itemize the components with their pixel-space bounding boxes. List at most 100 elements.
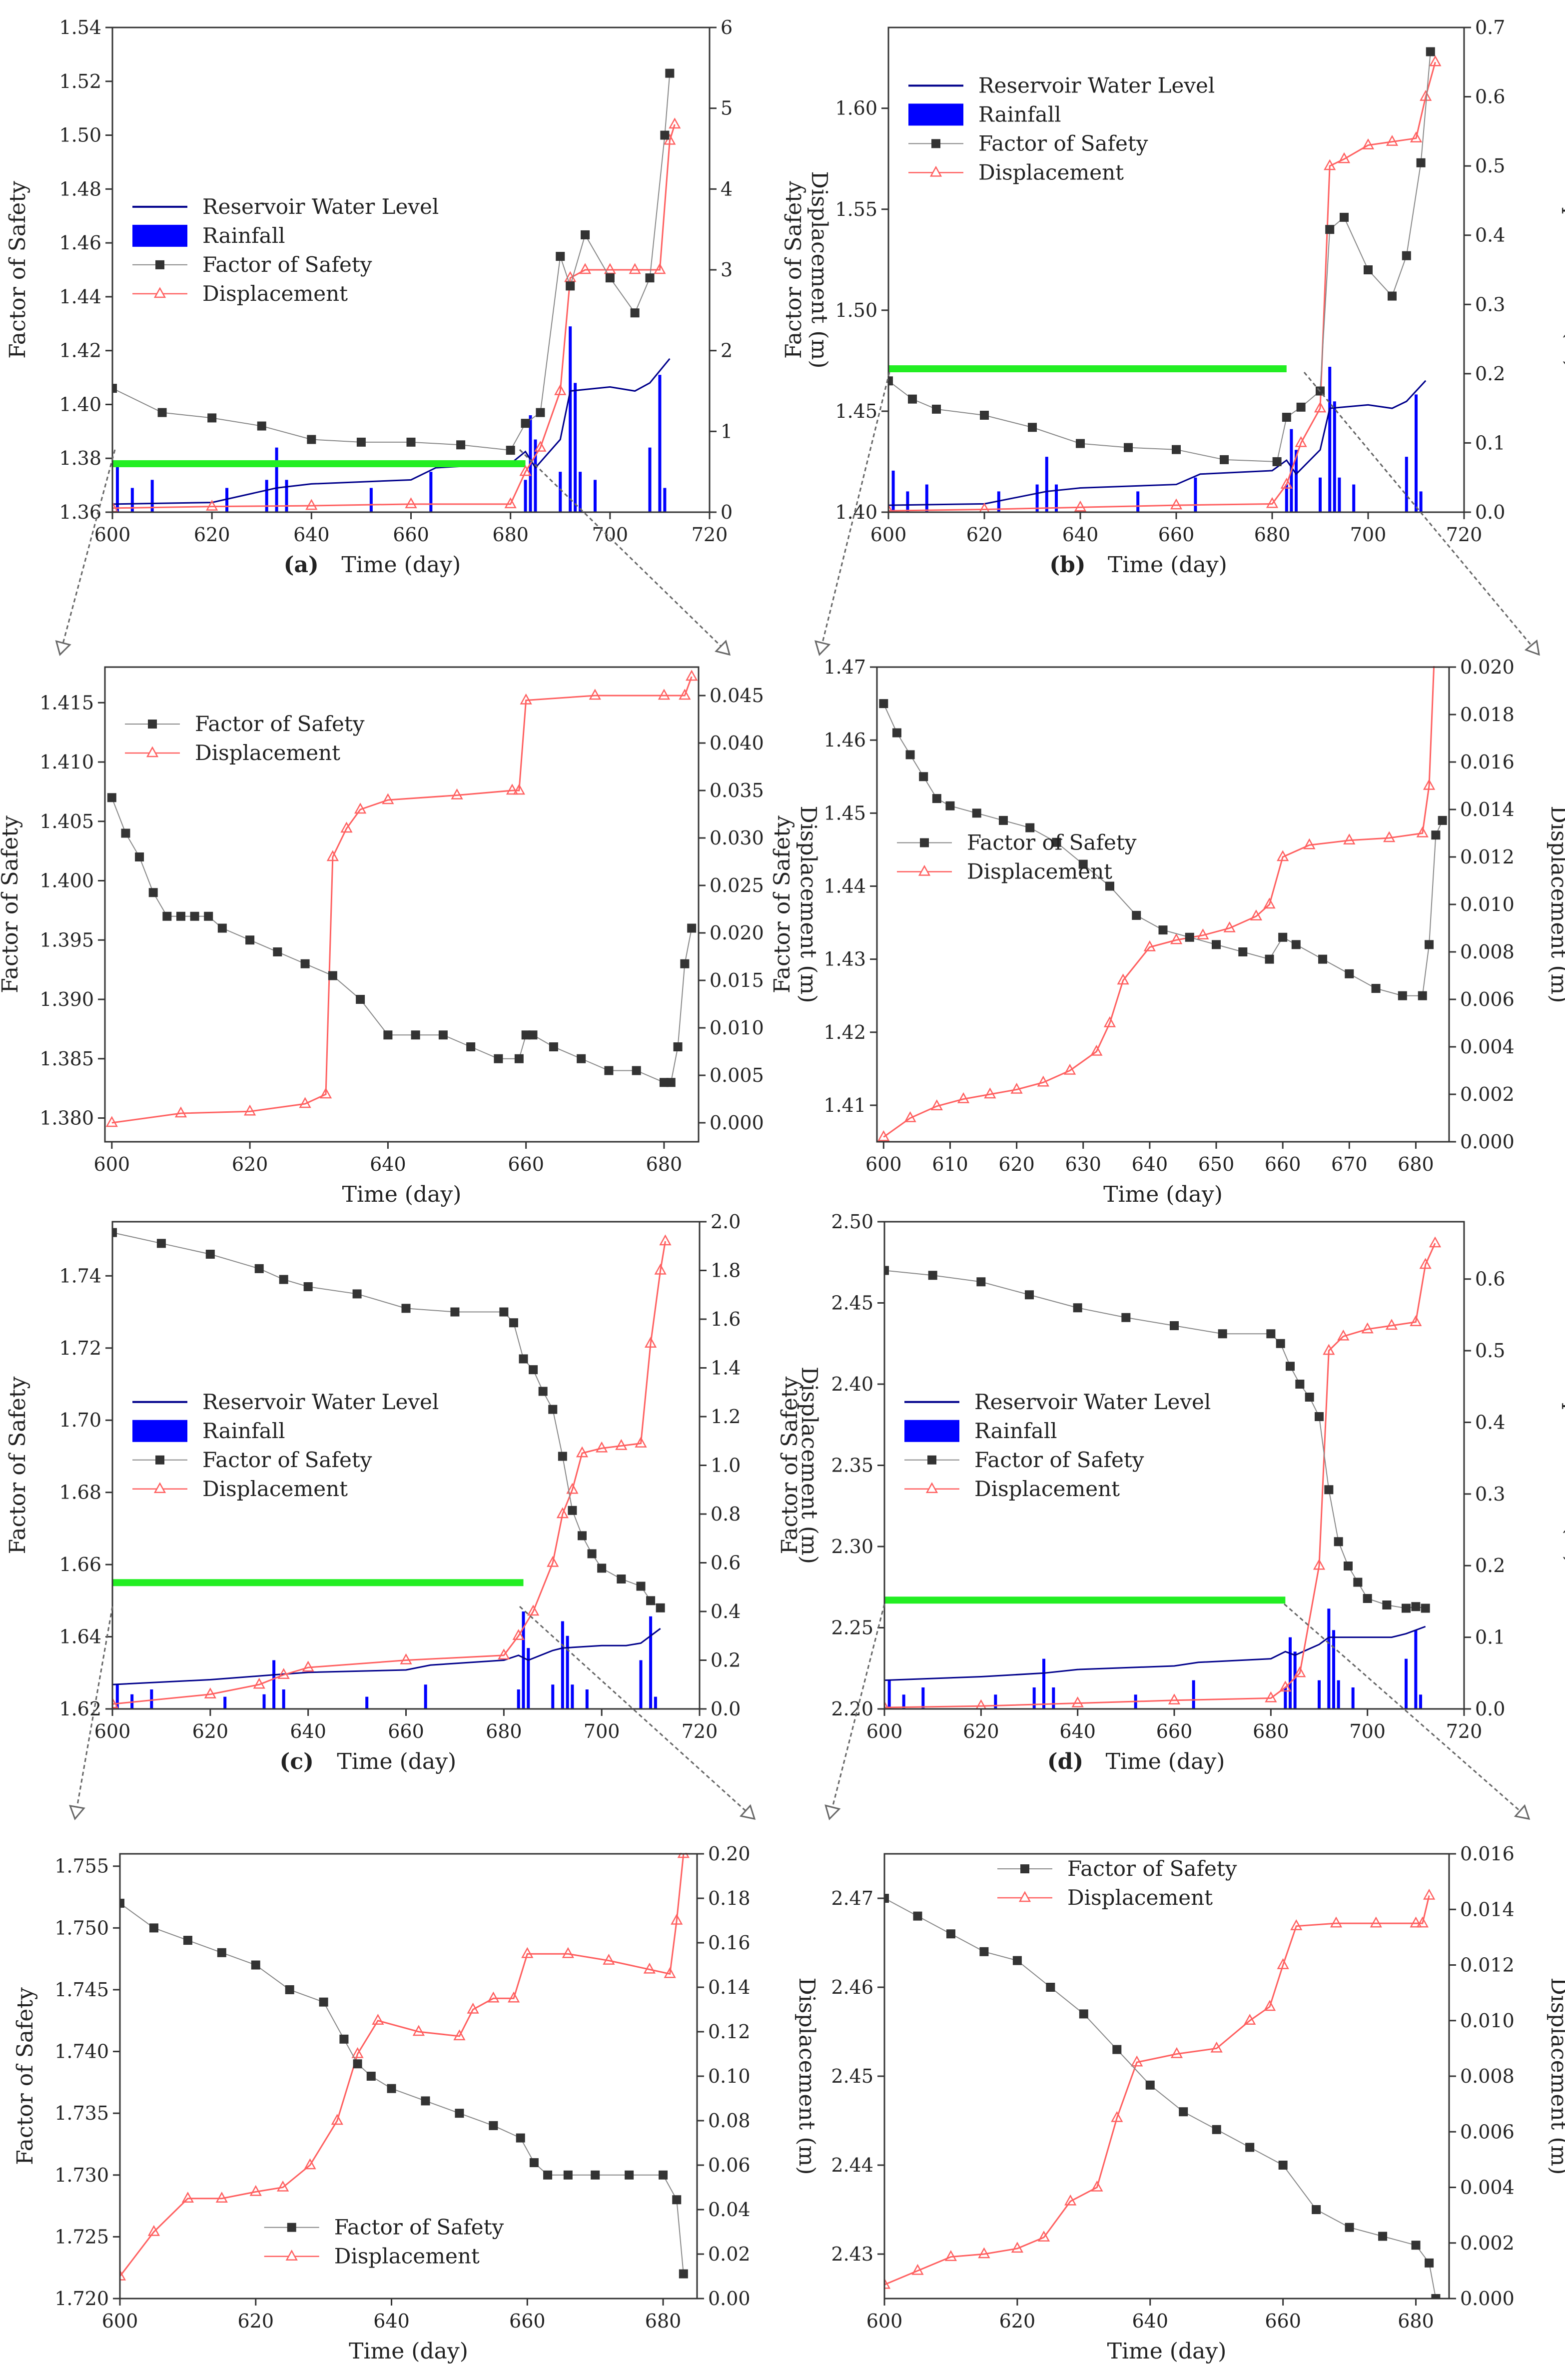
panel-label: (b): [1049, 552, 1085, 578]
rainfall-bar: [1328, 367, 1332, 512]
rainfall-bar: [225, 488, 229, 512]
plot-area: [112, 68, 681, 512]
displacement-marker: [147, 2225, 160, 2236]
rainfall-bar: [272, 1660, 276, 1709]
plot-frame: [111, 1221, 701, 1710]
factor-marker: [1315, 1412, 1324, 1421]
legend-swatch-factor: [931, 139, 940, 148]
y-right-tick-label: 0.8: [711, 1503, 741, 1525]
x-tick-label: 630: [1065, 1153, 1101, 1175]
y-left-tick-label: 2.20: [831, 1698, 873, 1720]
factor-marker: [581, 230, 590, 239]
displacement-marker: [979, 502, 990, 512]
displacement-line: [112, 1241, 666, 1705]
rainfall-bar: [569, 326, 572, 512]
displacement-marker: [1103, 1016, 1116, 1027]
rainfall-bar: [424, 1684, 427, 1709]
displacement-marker: [1385, 1319, 1398, 1330]
y-right-tick-label: 0.6: [1475, 86, 1505, 108]
y-right-tick-label: 0.020: [710, 922, 764, 944]
factor-marker: [660, 130, 670, 140]
y-right-tick-label: 0.06: [708, 2154, 751, 2176]
displacement-marker: [1290, 1919, 1303, 1930]
y-left-tick-label: 1.405: [39, 810, 94, 832]
legend-label: Reservoir Water Level: [978, 73, 1215, 97]
displacement-marker: [1303, 838, 1316, 849]
y-right-tick-label: 0.004: [1460, 1036, 1515, 1058]
factor-marker: [587, 1549, 597, 1559]
y-left-tick-label: 1.62: [59, 1698, 101, 1720]
displacement-marker: [405, 497, 417, 509]
legend-swatch-displacement: [929, 165, 942, 177]
displacement-marker: [629, 263, 641, 274]
factor-marker: [183, 1936, 192, 1945]
factor-marker: [625, 2170, 634, 2180]
rainfall-bar: [663, 488, 667, 512]
x-tick-label: 620: [237, 2310, 274, 2332]
x-axis-label: Time (day): [1108, 552, 1227, 578]
factor-marker: [1305, 1393, 1314, 1402]
y-right-tick-label: 0.0: [1475, 501, 1505, 523]
y-right-axis-label: Displacement (m): [795, 806, 821, 1003]
chart-c-zoom: 600 620 640 660 680 1.720 1.725 1.730 1.735 1.740…: [12, 1843, 819, 2364]
displacement-marker: [944, 2250, 957, 2261]
displacement-marker: [1011, 2242, 1024, 2253]
y-right-tick-label: 0.12: [708, 2021, 751, 2043]
displacement-marker: [1416, 826, 1429, 837]
factor-marker: [456, 440, 466, 450]
displacement-marker: [451, 788, 463, 799]
legend-swatch-displacement: [153, 1482, 166, 1493]
factor-marker: [659, 1078, 669, 1087]
y-left-tick-label: 1.40: [59, 393, 101, 415]
displacement-marker: [643, 1962, 656, 1974]
x-axis-label: Time (day): [349, 2339, 468, 2364]
factor-marker: [387, 2084, 396, 2093]
y-right-tick-label: 3: [721, 259, 733, 281]
displacement-marker: [1383, 831, 1396, 842]
displacement-marker: [1111, 2111, 1123, 2122]
y-left-tick-label: 1.48: [59, 178, 101, 200]
factor-marker: [597, 1564, 607, 1573]
factor-marker: [1324, 1485, 1334, 1495]
factor-marker: [1425, 940, 1434, 949]
displacement-marker: [1323, 1344, 1335, 1355]
plot-frame: [887, 26, 1465, 513]
factor-marker: [1079, 2009, 1088, 2019]
displacement-marker: [467, 2002, 479, 2014]
displacement-line: [112, 124, 676, 509]
y-right-axis-label: Displacement (m): [1546, 1978, 1565, 2175]
factor-marker: [884, 1894, 889, 1903]
factor-marker: [591, 2170, 600, 2180]
displacement-marker: [1170, 933, 1183, 944]
plot-area: [112, 1228, 672, 1709]
rainfall-bar: [517, 1689, 520, 1709]
x-tick-label: 640: [1062, 524, 1099, 546]
displacement-marker: [1263, 2000, 1276, 2011]
factor-marker: [908, 394, 917, 404]
factor-marker: [506, 446, 515, 455]
displacement-marker: [1074, 500, 1087, 512]
factor-marker: [1212, 2125, 1221, 2134]
chart-a-main: 600 620 640 660 680 700 7201.361.381.401.421.4…: [5, 16, 832, 578]
factor-marker: [998, 815, 1008, 825]
factor-marker: [1378, 2232, 1388, 2241]
factor-marker: [1334, 1537, 1343, 1547]
factor-marker: [516, 2133, 525, 2143]
factor-marker: [1416, 158, 1426, 167]
plot-area: [884, 1888, 1441, 2299]
y-left-tick-label: 2.25: [831, 1617, 873, 1639]
x-tick-label: 720: [682, 1720, 718, 1742]
displacement-marker: [1423, 779, 1436, 790]
factor-marker: [466, 1042, 476, 1051]
factor-marker: [519, 1354, 528, 1364]
legend-swatch-displacement: [918, 864, 931, 876]
y-left-tick-label: 1.41: [823, 1094, 866, 1116]
factor-marker: [1418, 991, 1427, 1000]
factor-marker: [1382, 1600, 1392, 1609]
displacement-marker: [547, 1556, 559, 1567]
factor-marker: [421, 2096, 430, 2106]
legend-swatch-factor: [287, 2223, 296, 2232]
factor-marker: [1028, 423, 1037, 432]
legend-label: Reservoir Water Level: [202, 1390, 439, 1414]
